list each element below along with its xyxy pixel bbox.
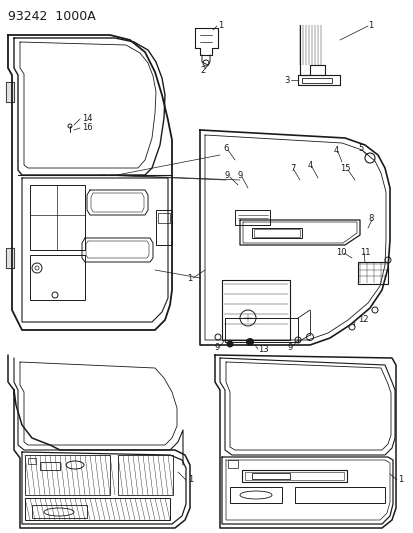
Text: 1: 1	[218, 20, 223, 29]
Text: 5: 5	[357, 143, 362, 152]
Text: 9: 9	[287, 343, 292, 351]
Bar	[32, 505, 87, 518]
Bar	[118, 455, 173, 495]
Text: 1: 1	[188, 475, 193, 484]
Ellipse shape	[44, 508, 74, 516]
Text: 15: 15	[339, 164, 350, 173]
Text: 4: 4	[333, 146, 338, 155]
Text: 9: 9	[214, 343, 220, 351]
Bar	[6, 82, 14, 102]
Text: 12: 12	[357, 316, 368, 325]
Text: 8: 8	[367, 214, 373, 222]
Bar	[301, 78, 331, 83]
Text: 7: 7	[289, 164, 294, 173]
Bar	[228, 460, 237, 468]
Circle shape	[246, 338, 253, 345]
Bar	[242, 470, 346, 482]
Text: 3: 3	[284, 76, 289, 85]
Text: 1: 1	[397, 475, 402, 484]
Text: 9: 9	[237, 171, 243, 180]
Ellipse shape	[240, 491, 271, 499]
Bar	[25, 498, 170, 520]
Text: 1: 1	[367, 20, 373, 29]
Bar	[156, 210, 171, 245]
Bar	[252, 228, 301, 238]
Text: 4: 4	[307, 160, 313, 169]
Text: 6: 6	[223, 143, 228, 152]
Text: 10: 10	[335, 247, 346, 256]
Circle shape	[226, 341, 233, 347]
Bar	[25, 455, 110, 495]
Text: 1: 1	[186, 273, 192, 282]
Text: 13: 13	[257, 345, 268, 354]
Bar	[30, 255, 85, 300]
Bar	[230, 487, 281, 503]
Bar	[254, 229, 299, 237]
Bar	[158, 213, 170, 223]
Bar	[28, 458, 36, 464]
Bar	[6, 248, 14, 268]
Bar	[244, 472, 343, 480]
Bar	[40, 462, 60, 470]
Bar	[294, 487, 384, 503]
Bar	[6, 248, 14, 268]
Bar	[357, 262, 387, 284]
Text: 2: 2	[199, 66, 205, 75]
Bar	[30, 185, 85, 250]
Text: 16: 16	[82, 123, 93, 132]
Text: 11: 11	[359, 247, 370, 256]
Text: 9: 9	[224, 171, 230, 180]
Bar	[6, 82, 14, 102]
Text: 14: 14	[82, 114, 92, 123]
Text: 93242  1000A: 93242 1000A	[8, 10, 95, 23]
Bar	[252, 473, 289, 479]
Bar	[235, 210, 269, 225]
